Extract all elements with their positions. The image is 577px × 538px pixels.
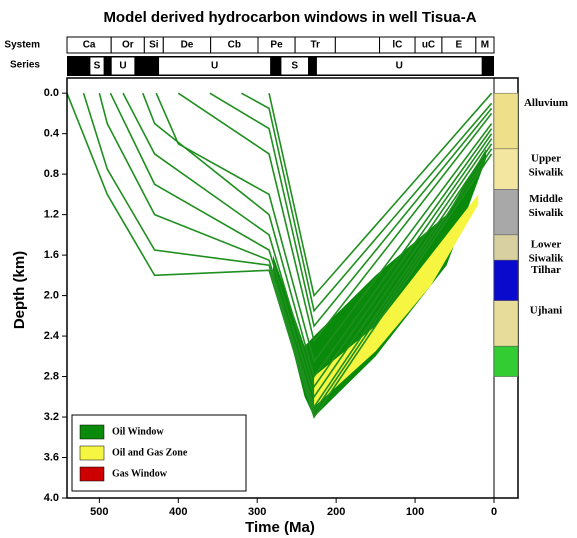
system-label: Or	[122, 40, 134, 51]
lithology-label: Upper	[531, 152, 561, 164]
legend-swatch	[79, 424, 105, 440]
system-label: Ca	[83, 40, 96, 51]
y-tick-label: 2.8	[44, 370, 59, 382]
plot-area	[67, 92, 493, 419]
lithology-label: Alluvium	[524, 97, 568, 109]
lithology-unit	[493, 189, 519, 236]
x-tick-label: 500	[90, 506, 108, 518]
system-label: Pe	[270, 40, 283, 51]
burial-line	[82, 92, 493, 414]
lithology-unit	[493, 345, 519, 377]
x-tick-label: 100	[406, 506, 424, 518]
system-label: De	[181, 40, 194, 51]
y-tick-label: 0.0	[44, 87, 59, 99]
burial-line	[122, 92, 493, 389]
series-label: U	[396, 61, 403, 72]
series-box	[158, 56, 272, 76]
burial-line	[209, 92, 493, 328]
system-label: E	[456, 40, 463, 51]
system-label: lC	[392, 40, 402, 51]
burial-line	[98, 92, 493, 409]
y-tick-label: 3.2	[44, 411, 59, 423]
y-tick-label: 0.8	[44, 168, 59, 180]
lithology-unit	[493, 300, 519, 347]
lithology-unit	[493, 234, 519, 261]
series-box	[89, 56, 105, 76]
lithology-label: Siwalik	[529, 253, 565, 265]
system-box	[475, 36, 495, 54]
legend-label: Oil Window	[112, 426, 164, 437]
system-label: Cb	[228, 40, 241, 51]
lithology-label: Middle	[529, 193, 563, 205]
x-tick-label: 0	[491, 506, 497, 518]
system-label: Si	[149, 40, 159, 51]
series-label: S	[291, 61, 298, 72]
burial-line	[155, 92, 493, 364]
system-box	[334, 36, 381, 54]
x-tick-label: 200	[327, 506, 345, 518]
chart-title: Model derived hydrocarbon windows in wel…	[103, 9, 476, 26]
y-axis-label: Depth (km)	[11, 251, 28, 329]
y-tick-label: 0.4	[44, 128, 60, 140]
series-label: U	[211, 61, 218, 72]
system-row-label: System	[4, 40, 40, 51]
system-label: uC	[422, 40, 435, 51]
series-box	[315, 56, 483, 76]
lithology-unit	[493, 148, 519, 190]
series-label: S	[94, 61, 101, 72]
burial-line	[241, 92, 493, 313]
lithology-label: Tilhar	[531, 264, 561, 276]
system-label: Tr	[311, 40, 321, 51]
series-box	[110, 56, 136, 76]
legend-label: Gas Window	[112, 468, 168, 479]
series-box	[280, 56, 310, 76]
burial-line	[177, 92, 493, 343]
lithology-label: Siwalik	[529, 207, 565, 219]
y-tick-label: 2.0	[44, 289, 59, 301]
lithology-unit	[493, 259, 519, 301]
y-tick-label: 1.2	[44, 209, 59, 221]
lithology-label: Siwalik	[529, 166, 565, 178]
burial-line	[109, 92, 493, 399]
x-tick-label: 400	[169, 506, 187, 518]
y-tick-label: 1.6	[44, 249, 59, 261]
y-tick-label: 2.4	[44, 330, 60, 342]
burial-line	[268, 92, 493, 298]
zone-area	[273, 148, 487, 418]
series-label: U	[119, 61, 126, 72]
x-tick-label: 300	[248, 506, 266, 518]
burial-line	[67, 92, 493, 419]
lithology-unit	[493, 92, 519, 150]
y-tick-label: 4.0	[44, 492, 59, 504]
series-row-label: Series	[10, 60, 40, 71]
system-label: M	[481, 40, 489, 51]
legend-label: Oil and Gas Zone	[112, 447, 188, 458]
legend-swatch	[79, 445, 105, 461]
lithology-label: Ujhani	[530, 304, 562, 316]
burial-line	[142, 92, 493, 379]
legend-swatch	[79, 466, 105, 482]
x-axis-label: Time (Ma)	[245, 519, 315, 536]
lithology-label: Lower	[531, 239, 562, 251]
zone-area	[314, 194, 479, 407]
y-tick-label: 3.6	[44, 451, 59, 463]
